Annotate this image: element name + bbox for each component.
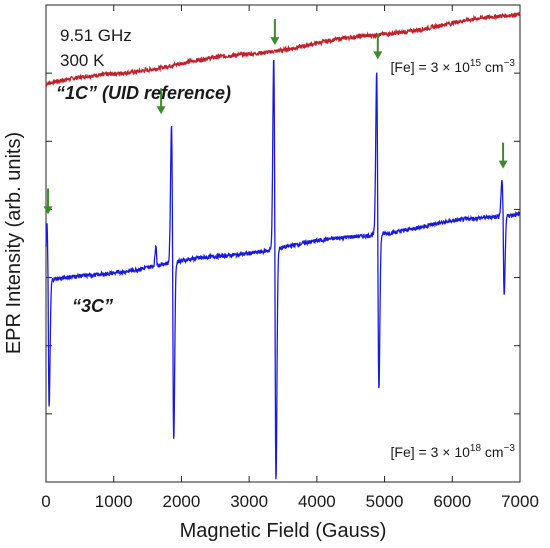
x-tick-label: 1000 [95, 492, 133, 511]
series-curve-1 [45, 59, 521, 480]
resonance-arrow [156, 88, 166, 115]
x-tick-label: 3000 [230, 492, 268, 511]
x-tick-label: 0 [41, 492, 50, 511]
series-1c-label: “1C” (UID reference) [56, 83, 231, 103]
frequency-label: 9.51 GHz [60, 26, 132, 45]
y-axis-title: EPR Intensity (arb. units) [3, 132, 25, 354]
plot-frame [45, 4, 521, 483]
axis-ticks: 0 1000 2000 3000 4000 5000 6000 7000 [41, 5, 539, 511]
temperature-label: 300 K [60, 51, 105, 70]
x-tick-label: 6000 [433, 492, 471, 511]
x-tick-label: 5000 [366, 492, 404, 511]
x-tick-label: 7000 [501, 492, 539, 511]
series-curve-0 [45, 11, 521, 88]
resonance-arrow [498, 142, 508, 169]
resonance-arrow [43, 188, 53, 215]
x-tick-label: 2000 [163, 492, 201, 511]
resonance-arrow [373, 33, 383, 60]
x-axis-title: Magnetic Field (Gauss) [180, 520, 387, 542]
series-1c-concentration: [Fe] = 3 × 1015 cm−3 [391, 58, 516, 75]
series-3c-label: “3C” [72, 296, 113, 316]
resonance-arrows [43, 19, 508, 215]
series-3c-concentration: [Fe] = 3 × 1018 cm−3 [391, 443, 516, 460]
series-curves [45, 11, 521, 480]
resonance-arrow [270, 19, 280, 46]
x-tick-label: 4000 [298, 492, 336, 511]
